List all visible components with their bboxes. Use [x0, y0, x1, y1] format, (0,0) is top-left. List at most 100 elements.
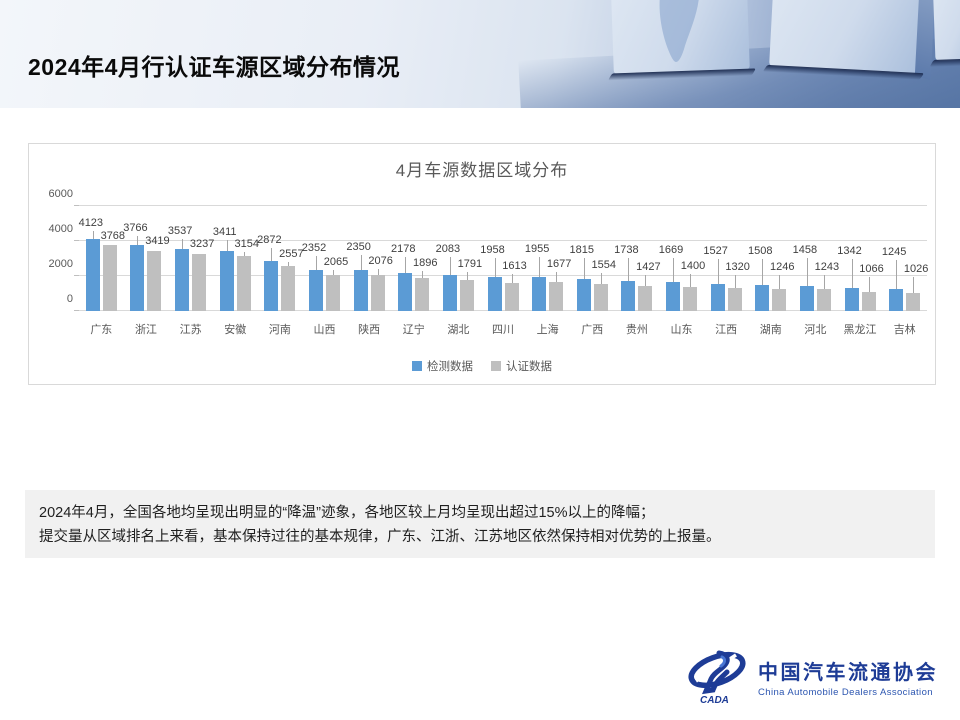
chart-gridline	[79, 310, 927, 311]
series1-data-label: 1508	[748, 244, 773, 257]
series2-data-label: 1320	[725, 261, 750, 273]
series1-bar	[889, 289, 904, 311]
series2-bar	[370, 274, 385, 311]
cube-decoration-1	[607, 0, 757, 81]
series2-data-label: 1246	[770, 261, 795, 274]
series2-bar	[906, 293, 921, 311]
data-label-leader-line	[332, 269, 334, 275]
bar-chart: 4月车源数据区域分布 0 2000 4000 6000 4123 3768 广东 3766 34…	[28, 143, 936, 385]
y-axis-tick	[74, 205, 79, 206]
series2-data-label: 1791	[457, 257, 483, 270]
series2-data-label: 1066	[859, 262, 884, 275]
series2-data-label: 2557	[279, 247, 304, 260]
series2-data-label: 2065	[323, 255, 349, 268]
data-label-leader-line	[673, 258, 675, 282]
series1-bar	[710, 284, 725, 311]
data-label-leader-line	[645, 274, 647, 287]
header-banner: 2024年4月行认证车源区域分布情况	[0, 0, 960, 108]
series2-bar	[772, 289, 787, 311]
data-label-leader-line	[690, 274, 692, 287]
x-axis-label: 辽宁	[402, 324, 425, 336]
series1-bar	[576, 279, 591, 311]
series1-data-label: 1815	[569, 244, 594, 257]
series1-data-label: 2350	[346, 240, 371, 253]
data-label-leader-line	[288, 261, 290, 267]
series2-bar	[192, 254, 207, 311]
series1-data-label: 4123	[78, 216, 104, 229]
data-label-leader-line	[137, 235, 139, 246]
cube-decoration-3	[929, 0, 960, 68]
data-label-leader-line	[762, 258, 764, 285]
legend-label: 检测数据	[427, 361, 473, 373]
cube-decoration-2	[762, 0, 937, 81]
series2-data-label: 1613	[502, 260, 527, 273]
y-axis-label: 4000	[48, 223, 73, 235]
data-label-leader-line	[466, 271, 468, 280]
series1-bar	[175, 249, 190, 311]
series2-data-label: 3768	[100, 230, 126, 243]
chart-legend: 检测数据 认证数据	[29, 358, 935, 374]
data-label-leader-line	[377, 268, 379, 275]
data-label-leader-line	[360, 254, 362, 270]
series1-data-label: 1527	[703, 245, 728, 258]
x-axis-label: 贵州	[625, 324, 648, 336]
y-axis-tick	[74, 275, 79, 276]
series1-data-label: 2083	[435, 242, 461, 255]
data-label-leader-line	[583, 258, 585, 280]
x-axis-label: 陕西	[358, 324, 381, 336]
series1-data-label: 1738	[614, 244, 639, 257]
data-label-leader-line	[182, 238, 184, 250]
series2-data-label: 3419	[145, 235, 170, 248]
legend-label: 认证数据	[506, 361, 552, 373]
series2-bar	[638, 286, 653, 311]
series2-bar	[504, 282, 519, 311]
series1-data-label: 1342	[837, 245, 862, 258]
series1-bar	[264, 260, 279, 311]
data-label-leader-line	[628, 258, 630, 281]
series1-bar	[85, 238, 100, 311]
data-label-leader-line	[600, 273, 602, 284]
data-label-leader-line	[226, 239, 228, 252]
series2-bar	[102, 245, 117, 311]
y-axis-label: 0	[66, 293, 73, 305]
series2-data-label: 1896	[412, 256, 438, 269]
y-axis-label: 2000	[48, 258, 73, 270]
series1-bar	[799, 285, 814, 311]
cada-emblem-text: CADA	[700, 695, 729, 706]
legend-item: 检测数据	[412, 358, 473, 374]
data-label-leader-line	[734, 275, 736, 288]
series1-bar	[532, 276, 547, 311]
series1-bar	[442, 274, 457, 311]
x-axis-label: 四川	[492, 324, 514, 336]
series2-bar	[683, 286, 698, 311]
series2-bar	[727, 287, 742, 311]
chart-gridline	[79, 240, 927, 241]
cada-emblem-icon: CADA	[688, 650, 746, 706]
logo-name-en: China Automobile Dealers Association	[758, 687, 933, 698]
data-label-leader-line	[92, 230, 94, 239]
x-axis-label: 广西	[581, 324, 604, 336]
series2-bar	[549, 281, 564, 311]
data-label-leader-line	[405, 256, 407, 273]
y-axis-tick	[74, 310, 79, 311]
series1-data-label: 3537	[167, 224, 193, 237]
series1-bar	[308, 269, 323, 311]
data-label-leader-line	[494, 257, 496, 277]
series2-data-label: 1400	[680, 260, 706, 273]
chart-title: 4月车源数据区域分布	[395, 161, 569, 180]
x-axis-label: 山东	[670, 324, 693, 336]
x-axis-label: 安徽	[224, 324, 247, 336]
data-label-leader-line	[717, 259, 719, 285]
organization-logo: CADA 中国汽车流通协会 China Automobile Dealers A…	[686, 648, 938, 706]
series1-data-label: 2352	[301, 241, 327, 254]
data-label-leader-line	[851, 259, 853, 288]
series1-data-label: 1955	[524, 242, 550, 255]
series1-bar	[844, 287, 859, 311]
commentary-line-1: 2024年4月，全国各地均呈现出明显的“降温”迹象，各地区较上月均呈现出超过15…	[39, 505, 655, 521]
y-axis-label: 6000	[48, 188, 73, 200]
series2-bar	[281, 266, 296, 311]
chart-gridline	[79, 205, 927, 206]
series1-bar	[219, 251, 234, 311]
page-title: 2024年4月行认证车源区域分布情况	[28, 54, 400, 80]
series2-data-label: 1677	[546, 258, 572, 271]
